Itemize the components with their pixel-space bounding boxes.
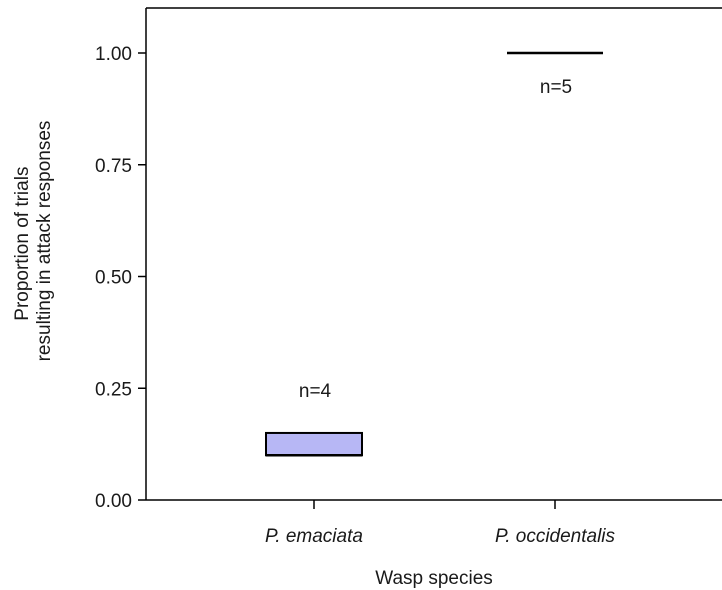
y-axis-title-line-1: Proportion of trials [12,167,33,321]
y-ticks: 0.00 0.25 0.50 0.75 1.00 [95,44,146,512]
box [265,431,363,457]
n-label: n=4 [299,381,332,402]
y-tick-label: 0.25 [95,379,132,400]
y-tick-label: 0.50 [95,268,132,289]
x-tick-label: P. emaciata [265,526,363,547]
x-tick-label: P. occidentalis [495,526,616,547]
y-axis-title: Proportion of trials resulting in attack… [12,121,55,362]
x-ticks: P. emaciata P. occidentalis [265,500,616,547]
boxes: n=4 n=5 [265,51,603,457]
y-tick-label: 0.00 [95,491,132,512]
x-axis-title: Wasp species [375,568,493,589]
plot-frame [145,7,722,501]
y-axis-title-line-2: resulting in attack responses [34,121,55,362]
y-tick-label: 1.00 [95,44,132,65]
n-label: n=5 [540,77,572,98]
y-tick-label: 0.75 [95,156,132,177]
